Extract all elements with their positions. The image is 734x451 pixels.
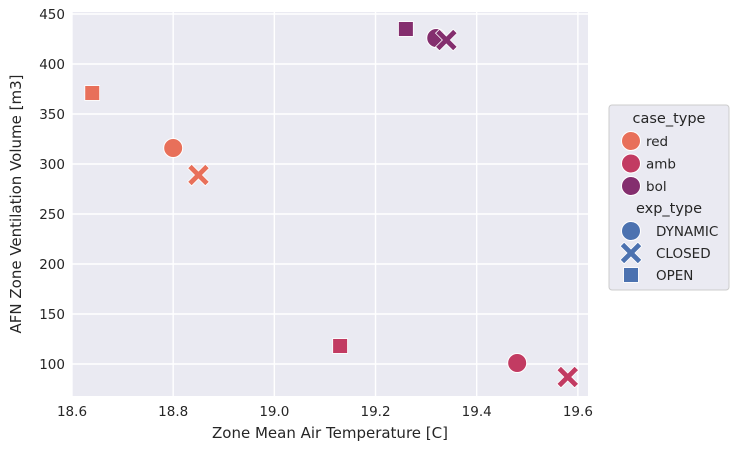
x-tick-label: 19.4 [462,404,492,420]
y-tick-label: 300 [39,157,65,173]
y-tick-label: 350 [39,107,65,123]
data-point-bol-closed [434,28,458,52]
x-tick-label: 18.8 [158,404,188,420]
legend-style-items: DYNAMIC CLOSED OPEN [619,221,718,284]
data-point-amb-dynamic [507,353,528,373]
legend-hue-items: red amb bol [621,131,676,196]
x-tick-label: 18.6 [57,404,87,420]
grid [71,12,588,396]
legend: case_type red amb bol exp_type DYNAMIC CLOS… [608,104,730,291]
legend-hue-label-red: red [646,134,668,150]
legend-style-label-open: OPEN [656,268,693,284]
legend-hue-label-amb: amb [646,157,676,173]
legend-hue-title: case_type [633,111,706,127]
legend-style-title: exp_type [636,201,702,217]
legend-style-marker-open [623,267,639,283]
plot-background [72,12,588,396]
y-tick-labels: 100 150 200 250 300 350 400 450 [39,7,65,373]
legend-hue-marker-bol [621,176,641,196]
data-point-red-open [84,85,101,101]
data-point-red-closed [187,163,210,187]
data-point-amb-open [332,338,348,354]
data-point-red-dynamic [163,138,184,158]
x-axis-label: Zone Mean Air Temperature [C] [212,424,448,442]
data-point-bol-open [398,21,414,37]
y-axis-label: AFN Zone Ventilation Volume [m3] [7,75,25,334]
y-tick-label: 400 [39,57,65,73]
legend-style-marker-closed [619,241,643,265]
legend-hue-marker-amb [621,153,641,174]
legend-style-marker-dynamic [621,221,641,241]
y-tick-label: 200 [39,257,65,273]
legend-style-label-closed: CLOSED [656,246,711,262]
legend-style-label-dynamic: DYNAMIC [656,224,718,240]
y-tick-label: 100 [39,357,65,373]
y-tick-label: 250 [39,207,65,223]
x-tick-label: 19.2 [360,404,390,420]
legend-hue-marker-red [621,131,641,151]
data-points [84,21,580,389]
y-tick-label: 450 [39,7,65,23]
x-tick-labels: 18.6 18.8 19.0 19.2 19.4 19.6 [57,404,593,420]
x-tick-label: 19.6 [563,404,593,420]
x-tick-label: 19.0 [259,404,289,420]
y-tick-label: 150 [39,307,65,323]
legend-hue-label-bol: bol [646,179,667,195]
data-point-amb-closed [556,365,580,389]
